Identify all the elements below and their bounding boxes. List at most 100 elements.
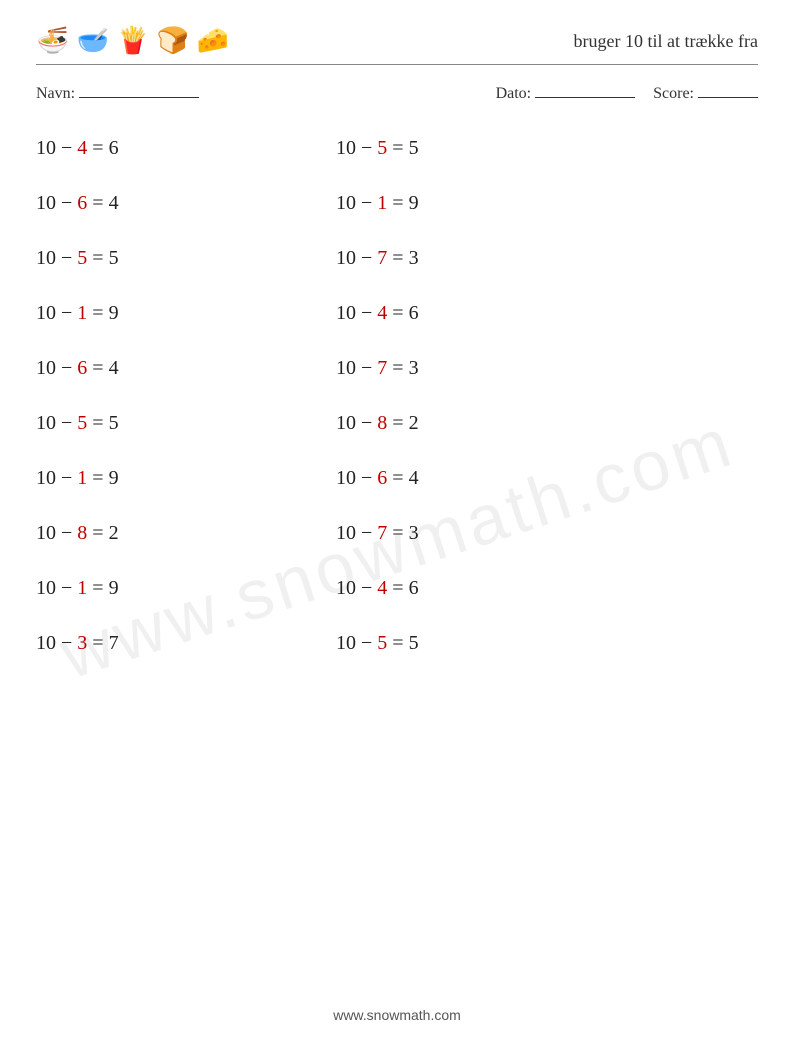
food-icon-1: 🍜 bbox=[36, 24, 70, 58]
name-label: Navn: bbox=[36, 85, 75, 102]
minuend: 10 bbox=[336, 632, 356, 654]
minuend: 10 bbox=[36, 632, 56, 654]
subtrahend: 4 bbox=[377, 302, 387, 324]
equals-sign: = bbox=[387, 192, 408, 214]
minus-sign: − bbox=[356, 522, 377, 544]
equation: 10 − 5 = 5 bbox=[336, 137, 636, 160]
minus-sign: − bbox=[56, 192, 77, 214]
date-blank[interactable] bbox=[535, 83, 635, 98]
result: 2 bbox=[409, 412, 419, 434]
info-row: Navn: Dato: Score: bbox=[36, 83, 758, 103]
minuend: 10 bbox=[336, 412, 356, 434]
subtrahend: 5 bbox=[77, 412, 87, 434]
minuend: 10 bbox=[36, 467, 56, 489]
minus-sign: − bbox=[56, 302, 77, 324]
subtrahend: 1 bbox=[77, 577, 87, 599]
result: 4 bbox=[109, 192, 119, 214]
score-blank[interactable] bbox=[698, 83, 758, 98]
equals-sign: = bbox=[87, 137, 108, 159]
minus-sign: − bbox=[356, 632, 377, 654]
equation: 10 − 1 = 9 bbox=[36, 577, 336, 600]
minuend: 10 bbox=[336, 577, 356, 599]
equation: 10 − 5 = 5 bbox=[336, 632, 636, 655]
subtrahend: 5 bbox=[377, 632, 387, 654]
subtrahend: 1 bbox=[377, 192, 387, 214]
result: 4 bbox=[109, 357, 119, 379]
subtrahend: 7 bbox=[377, 247, 387, 269]
equals-sign: = bbox=[87, 632, 108, 654]
equation: 10 − 6 = 4 bbox=[36, 357, 336, 380]
equals-sign: = bbox=[387, 247, 408, 269]
result: 6 bbox=[409, 302, 419, 324]
minus-sign: − bbox=[356, 192, 377, 214]
minuend: 10 bbox=[36, 192, 56, 214]
equation: 10 − 4 = 6 bbox=[336, 577, 636, 600]
equation: 10 − 4 = 6 bbox=[336, 302, 636, 325]
equation: 10 − 5 = 5 bbox=[36, 247, 336, 270]
result: 4 bbox=[409, 467, 419, 489]
subtrahend: 1 bbox=[77, 302, 87, 324]
minuend: 10 bbox=[336, 247, 356, 269]
equals-sign: = bbox=[387, 412, 408, 434]
equals-sign: = bbox=[87, 357, 108, 379]
minus-sign: − bbox=[356, 302, 377, 324]
equals-sign: = bbox=[87, 577, 108, 599]
minus-sign: − bbox=[56, 357, 77, 379]
result: 9 bbox=[109, 467, 119, 489]
result: 5 bbox=[409, 632, 419, 654]
equals-sign: = bbox=[87, 247, 108, 269]
equals-sign: = bbox=[387, 467, 408, 489]
equals-sign: = bbox=[87, 412, 108, 434]
equation: 10 − 3 = 7 bbox=[36, 632, 336, 655]
score-label: Score: bbox=[653, 85, 694, 102]
minus-sign: − bbox=[56, 247, 77, 269]
food-icon-4: 🍞 bbox=[156, 24, 190, 58]
result: 9 bbox=[109, 577, 119, 599]
equals-sign: = bbox=[387, 577, 408, 599]
footer-url: www.snowmath.com bbox=[0, 1007, 794, 1023]
result: 3 bbox=[409, 522, 419, 544]
equals-sign: = bbox=[87, 467, 108, 489]
subtrahend: 8 bbox=[77, 522, 87, 544]
equation: 10 − 7 = 3 bbox=[336, 357, 636, 380]
result: 9 bbox=[409, 192, 419, 214]
minuend: 10 bbox=[36, 522, 56, 544]
subtrahend: 7 bbox=[377, 522, 387, 544]
minuend: 10 bbox=[336, 522, 356, 544]
result: 6 bbox=[109, 137, 119, 159]
result: 3 bbox=[409, 247, 419, 269]
minuend: 10 bbox=[336, 357, 356, 379]
minuend: 10 bbox=[36, 137, 56, 159]
equals-sign: = bbox=[387, 632, 408, 654]
minus-sign: − bbox=[56, 467, 77, 489]
subtrahend: 3 bbox=[77, 632, 87, 654]
result: 5 bbox=[409, 137, 419, 159]
name-blank[interactable] bbox=[79, 83, 199, 98]
result: 3 bbox=[409, 357, 419, 379]
minuend: 10 bbox=[36, 302, 56, 324]
equation: 10 − 1 = 9 bbox=[336, 192, 636, 215]
equation: 10 − 8 = 2 bbox=[336, 412, 636, 435]
result: 9 bbox=[109, 302, 119, 324]
minuend: 10 bbox=[36, 577, 56, 599]
result: 6 bbox=[409, 577, 419, 599]
minus-sign: − bbox=[356, 247, 377, 269]
food-icon-2: 🥣 bbox=[76, 24, 110, 58]
equation: 10 − 8 = 2 bbox=[36, 522, 336, 545]
food-icon-5: 🧀 bbox=[196, 24, 230, 58]
equation: 10 − 6 = 4 bbox=[336, 467, 636, 490]
subtrahend: 5 bbox=[377, 137, 387, 159]
minuend: 10 bbox=[36, 247, 56, 269]
minus-sign: − bbox=[356, 137, 377, 159]
subtrahend: 8 bbox=[377, 412, 387, 434]
minus-sign: − bbox=[356, 357, 377, 379]
subtrahend: 4 bbox=[377, 577, 387, 599]
minus-sign: − bbox=[56, 137, 77, 159]
subtrahend: 4 bbox=[77, 137, 87, 159]
result: 7 bbox=[109, 632, 119, 654]
equation: 10 − 1 = 9 bbox=[36, 302, 336, 325]
equals-sign: = bbox=[87, 522, 108, 544]
equation: 10 − 6 = 4 bbox=[36, 192, 336, 215]
date-label: Dato: bbox=[496, 85, 532, 102]
header: 🍜 🥣 🍟 🍞 🧀 bruger 10 til at trække fra bbox=[36, 24, 758, 65]
